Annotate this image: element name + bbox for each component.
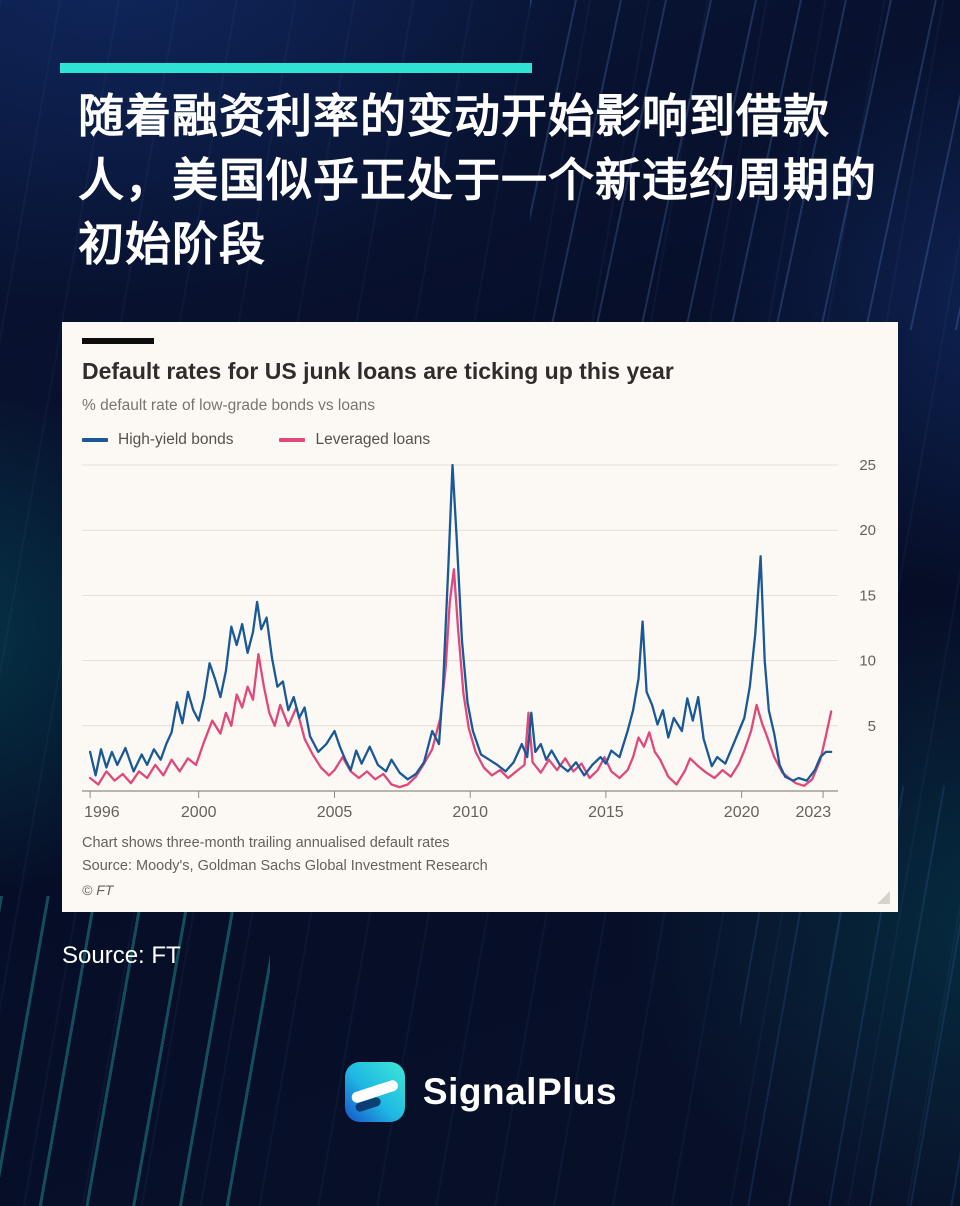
brand-lockup: SignalPlus xyxy=(0,1060,960,1124)
legend-item-leveraged-loans: Leveraged loans xyxy=(279,431,430,449)
high-yield-bonds-swatch xyxy=(82,438,108,442)
svg-text:10: 10 xyxy=(859,653,876,670)
svg-text:2000: 2000 xyxy=(181,804,217,821)
chart-legend: High-yield bonds Leveraged loans xyxy=(82,431,880,449)
corner-pattern-bottom-left xyxy=(0,896,270,1206)
chart-footnote-2: Source: Moody's, Goldman Sachs Global In… xyxy=(82,858,488,875)
svg-text:20: 20 xyxy=(859,522,876,539)
svg-text:25: 25 xyxy=(859,457,876,474)
headline: 随着融资利率的变动开始影响到借款人，美国似乎正处于一个新违约周期的初始阶段 xyxy=(78,90,877,270)
svg-text:2023: 2023 xyxy=(796,804,832,821)
legend-label: High-yield bonds xyxy=(118,431,234,448)
resize-corner-icon xyxy=(877,891,890,904)
chart-footnote-1: Chart shows three-month trailing annuali… xyxy=(82,835,450,851)
chart-title: Default rates for US junk loans are tick… xyxy=(82,358,674,384)
chart-copyright: © FT xyxy=(82,882,114,899)
signalplus-logo-icon xyxy=(344,1062,405,1122)
svg-text:2005: 2005 xyxy=(317,804,353,821)
svg-text:2010: 2010 xyxy=(452,804,488,821)
legend-item-high-yield-bonds: High-yield bonds xyxy=(82,431,233,449)
default-rates-line-chart: 5 10 15 20 25 1996 2000 2005 2010 2015 2020 2023 xyxy=(82,457,876,821)
svg-text:5: 5 xyxy=(868,718,876,735)
brand-name: SignalPlus xyxy=(422,1071,618,1112)
svg-text:15: 15 xyxy=(859,587,876,604)
corner-pattern-top-right xyxy=(530,0,960,330)
source-caption: Source: FT xyxy=(62,942,181,969)
svg-text:1996: 1996 xyxy=(84,804,120,821)
svg-text:2015: 2015 xyxy=(588,804,624,821)
chart-subtitle: % default rate of low-grade bonds vs loa… xyxy=(82,397,375,414)
svg-text:2020: 2020 xyxy=(724,804,760,821)
ft-top-rule xyxy=(82,338,154,344)
legend-label: Leveraged loans xyxy=(315,431,431,448)
chart-card: Default rates for US junk loans are tick… xyxy=(62,322,898,912)
leveraged-loans-swatch xyxy=(279,438,306,442)
headline-accent-bar xyxy=(60,63,532,73)
